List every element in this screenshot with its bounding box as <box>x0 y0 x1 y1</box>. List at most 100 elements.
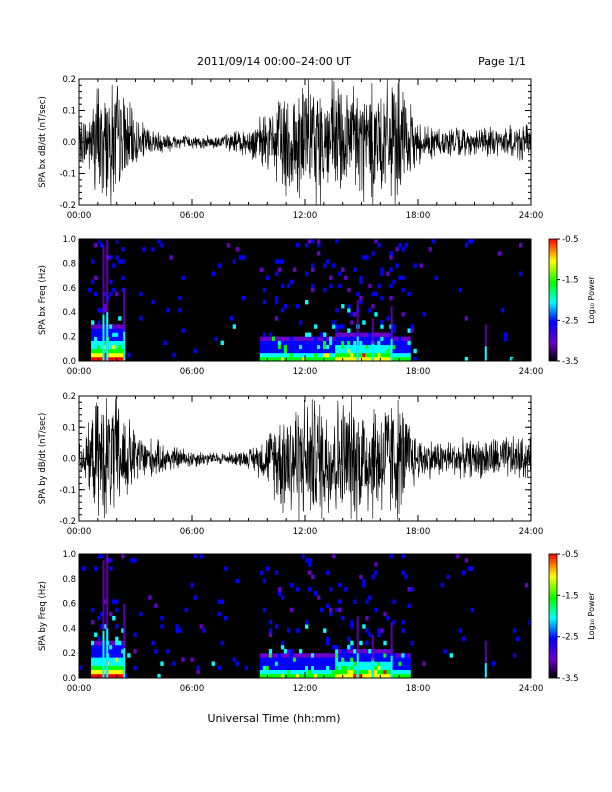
spectrogram-cell <box>395 665 399 671</box>
spectrogram-cell <box>97 636 101 642</box>
spectrogram-cell <box>154 649 158 654</box>
spectrogram-cell <box>103 340 107 346</box>
spectrogram-cell <box>103 644 107 650</box>
spectrogram-cell <box>91 259 95 264</box>
spectrogram-cell <box>491 661 496 666</box>
spectrogram-cell <box>139 611 143 617</box>
spectrogram-cell <box>470 239 475 244</box>
spectrogram-cell <box>298 320 303 325</box>
spectrogram-cell <box>112 352 116 358</box>
spectrogram-cell <box>524 582 529 588</box>
spectrogram-cell <box>365 669 369 675</box>
spectrogram-cell <box>431 239 435 244</box>
spectrogram-spike <box>371 318 374 361</box>
spectrogram-cell <box>289 356 294 362</box>
spectrogram-cell <box>277 669 282 675</box>
spectrogram-cell <box>211 661 215 666</box>
spectrogram-cell <box>329 587 333 592</box>
spectrogram-cell <box>103 304 107 309</box>
spectrogram-cell <box>280 348 285 354</box>
spectrogram-cell <box>374 653 378 658</box>
spectrogram-cell <box>368 332 372 337</box>
spectrogram-cell <box>320 344 324 350</box>
spectrogram-cell <box>320 332 324 337</box>
spectrogram-cell <box>383 352 387 358</box>
spectrogram-cell <box>368 340 372 346</box>
spectrogram-cell <box>317 344 321 350</box>
panel-4-colorbar: -0.5 -1.5 -2.5 -3.5 Log₁₀ Power <box>548 550 596 684</box>
colorbar-tick-label: -0.5 <box>562 235 579 245</box>
spectrogram-cell <box>115 324 119 329</box>
spectrogram-cell <box>160 616 164 621</box>
spectrogram-cell <box>115 657 119 662</box>
spectrogram-cell <box>274 653 279 658</box>
spectrogram-cell <box>341 352 345 358</box>
spectrogram-cell <box>184 607 188 613</box>
spectrogram-cell <box>268 669 273 675</box>
spectrogram-cell <box>262 344 267 350</box>
spectrogram-cell <box>344 356 348 362</box>
spectrogram-cell <box>280 640 285 646</box>
spectrogram-cell <box>97 661 101 666</box>
spectrogram-cell <box>115 607 119 613</box>
spectrogram-cell <box>121 673 125 679</box>
y-tick-label: 0.6 <box>62 284 76 294</box>
spectrogram-cell <box>115 661 119 666</box>
spectrogram-cell <box>175 624 179 629</box>
spectrogram-cell <box>317 595 321 600</box>
spectrogram-cell <box>338 607 342 613</box>
spectrogram-cell <box>118 316 122 321</box>
spectrogram-cell <box>365 653 369 658</box>
spectrogram-cell <box>100 653 104 658</box>
spectrogram-cell <box>332 644 336 650</box>
spectrogram-cell <box>380 352 384 358</box>
spectrogram-cell <box>326 336 330 341</box>
spectrogram-cell <box>389 295 393 301</box>
spectrogram-cell <box>314 657 318 662</box>
spectrogram-cell <box>350 336 354 341</box>
spectrogram-cell <box>118 259 122 264</box>
spectrogram-cell <box>344 336 348 341</box>
spectrogram-cell <box>103 332 107 337</box>
spectrogram-cell <box>298 665 303 671</box>
spectrogram-cell <box>286 669 291 675</box>
spectrogram-cell <box>94 644 98 650</box>
spectrogram-cell <box>223 566 227 571</box>
spectrogram-cell <box>103 657 107 662</box>
spectrogram-cell <box>497 251 502 256</box>
spectrogram-cell <box>259 657 264 662</box>
spectrogram-cell <box>181 275 185 280</box>
spectrogram-cell <box>97 640 101 646</box>
spectrogram-cell <box>121 287 125 293</box>
spectrogram-cell <box>286 283 291 289</box>
spectrogram-cell <box>347 332 351 337</box>
spectrogram-cell <box>103 328 107 333</box>
spectrogram-cell <box>329 356 333 362</box>
colorbar-label: Log₁₀ Power <box>587 592 596 640</box>
spectrogram-cell <box>407 661 411 666</box>
spectrogram-cell <box>103 661 107 666</box>
spectrogram-cell <box>365 657 369 662</box>
spectrogram-cell <box>344 348 348 354</box>
spectrogram-cell <box>338 356 342 362</box>
spectrogram-cell <box>326 669 330 675</box>
spectrogram-cell <box>401 352 405 358</box>
spectrogram-cell <box>386 669 390 675</box>
spectrogram-cell <box>386 340 390 346</box>
spectrogram-cell <box>353 352 357 358</box>
spectrogram-cell <box>380 669 384 675</box>
spectrogram-cell <box>347 665 351 671</box>
spectrogram-spike-core <box>371 660 374 678</box>
spectrogram-cell <box>295 673 300 679</box>
spectrogram-cell <box>97 328 101 333</box>
spectrogram-cell <box>286 356 291 362</box>
spectrogram-cell <box>374 661 378 666</box>
spectrogram-cell <box>109 328 113 333</box>
spectrogram-cell <box>115 255 119 260</box>
spectrogram-cell <box>359 295 363 301</box>
spectrogram-cell <box>280 344 285 350</box>
spectrogram-cell <box>353 649 357 654</box>
spectrogram-cell <box>449 653 453 658</box>
spectrogram-cell <box>274 669 279 675</box>
spectrogram-cell <box>371 574 375 580</box>
